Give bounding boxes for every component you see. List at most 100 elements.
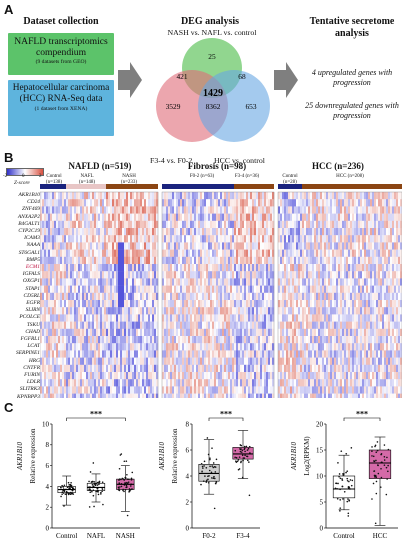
gene-label: CD5RL (23, 292, 40, 299)
group-color-bar (106, 184, 158, 189)
panel-a-letter: A (4, 2, 14, 17)
sub-control-hcc: Control (n=28) (282, 174, 298, 185)
venn-count-top-left: 421 (176, 72, 187, 81)
nafld-compendium-title: NAFLD transcriptomics compendium (14, 36, 108, 58)
plot2-gene-label: AKR1B10 (158, 442, 166, 470)
x-tick-label: F0-2 (202, 532, 216, 540)
gene-label: SLITRK3 (19, 386, 40, 393)
y-tick-label: 0 (320, 524, 324, 532)
gene-label: BMP5 (26, 256, 40, 263)
significance-bracket (208, 417, 244, 421)
plot3-gene-label: AKR1B10 (290, 442, 298, 470)
gene-label: KPNBPP3 (16, 393, 40, 400)
boxplot-fibrosis: 0 2 4 6 8 F0-2 F3-4 *** (186, 410, 260, 540)
gene-label: ZNF469 (22, 206, 40, 213)
plot3-ylabel: Log2(RPKM) (303, 436, 311, 476)
gene-label: ANXA2P2 (17, 213, 40, 220)
venn-count-top-right: 68 (238, 72, 246, 81)
sub-nafl: NAFL (n=148) (78, 174, 96, 185)
group-color-bar (302, 184, 402, 189)
gene-label: SLIRN (25, 307, 40, 314)
gene-label: ECM1 (25, 264, 40, 271)
gene-label: ST6GAL1 (18, 249, 40, 256)
box-nash (116, 453, 135, 517)
gene-label: FGFRL1 (20, 336, 40, 343)
gene-label: HRG (28, 357, 40, 364)
venn-left-label: F3-4 vs. F0-2 (150, 156, 193, 165)
significance-label: *** (90, 410, 102, 419)
plot2-ylabel: Relative expression (171, 428, 179, 484)
heatmap-block (40, 184, 159, 398)
group-color-bar (162, 184, 234, 189)
group-color-bar (40, 184, 66, 189)
y-tick-label: 10 (316, 472, 324, 480)
sub-nash: NASH (n=233) (120, 174, 138, 185)
gene-label: SERPINE1 (16, 350, 40, 357)
box-control (57, 475, 76, 507)
gene-label: LDLR (26, 379, 40, 386)
significance-label: *** (220, 410, 232, 419)
x-tick-label: Control (56, 532, 77, 540)
venn-diagram: 25 421 68 1429 3529 8362 653 (156, 38, 270, 142)
panel-b-letter: B (4, 150, 14, 165)
venn-count-left-right: 8362 (206, 102, 221, 111)
boxplot-hcc: 0 5 10 15 20 Control HCC *** (316, 410, 398, 540)
venn-count-right-only: 653 (245, 102, 256, 111)
gene-label: PCOLCE (19, 314, 40, 321)
hcc-rnaseq-box: Hepatocellular carcinoma (HCC) RNA-Seq d… (8, 80, 114, 136)
zscore-tick-low: -2 (3, 174, 8, 179)
y-tick-label: 2 (46, 504, 50, 512)
x-tick-label: F3-4 (236, 532, 250, 540)
boxplot-nafld: 0 2 4 6 8 10 Control NAFL NASH *** (42, 410, 140, 540)
y-tick-label: 6 (46, 462, 50, 470)
y-tick-label: 0 (186, 524, 190, 532)
x-tick-label: HCC (373, 532, 388, 540)
gene-label: STAP1 (25, 285, 40, 292)
x-tick-label: NASH (116, 532, 135, 540)
significance-label: *** (356, 410, 368, 419)
panel-c-letter: C (4, 400, 14, 415)
heatmap-group-title-hcc: HCC (n=236) (312, 161, 364, 171)
zscore-legend-bar (6, 168, 44, 176)
gene-label-list: AKR1B10 CD24 ZNF469 ANXA2P2 B4GALT1 CYP2C19 IC… (2, 192, 40, 401)
group-color-bar (66, 184, 106, 189)
zscore-tick-mid: 0 (22, 174, 25, 179)
y-tick-label: 10 (42, 420, 50, 428)
box-f3-4 (232, 430, 254, 497)
gene-label: EGFR (26, 300, 40, 307)
heatmap-group-title-fibrosis: Fibrosis (n=98) (187, 161, 247, 171)
gene-label: CNTFR (23, 364, 40, 371)
box-nafl (86, 462, 106, 508)
dataset-collection-title: Dataset collection (23, 16, 99, 27)
y-tick-label: 0 (46, 524, 50, 532)
arrow-right-icon (118, 62, 142, 98)
gene-label: ICAM3 (24, 235, 40, 242)
nafld-compendium-sub: (9 datasets from GEO) (35, 59, 87, 65)
plot1-ylabel: Relative expression (29, 428, 37, 484)
venn-right-label: HCC vs. control (214, 156, 265, 165)
venn-count-left-only: 3529 (166, 102, 181, 111)
y-tick-label: 20 (316, 420, 324, 428)
plot1-gene-label: AKR1B10 (16, 442, 24, 470)
sub-control-nafld: Control (n=138) (45, 174, 63, 185)
venn-top-label: NASH vs. NAFL vs. control (167, 28, 257, 37)
group-color-bar (234, 184, 274, 189)
sub-f34: F3-4 (n=36) (234, 174, 260, 179)
significance-bracket (66, 417, 126, 421)
x-tick-label: Control (333, 532, 354, 540)
arrow-right-icon (274, 62, 298, 98)
gene-label: CD24 (27, 199, 40, 206)
result-upregulated: 4 upregulated genes with progression (311, 68, 393, 87)
gene-label: B4GALT1 (18, 220, 40, 227)
box-hcc (368, 436, 392, 526)
gene-label: CYP2C19 (18, 228, 40, 235)
zscore-tick-high: 2 (39, 174, 42, 179)
deg-analysis-title: DEG analysis (180, 16, 240, 27)
gene-label: NAAA (26, 242, 40, 249)
y-tick-label: 4 (186, 472, 190, 480)
y-tick-label: 8 (186, 420, 190, 428)
heatmap-block (277, 184, 402, 398)
y-tick-label: 5 (320, 498, 324, 506)
gene-label: CHAD (25, 328, 40, 335)
heatmap-group-title-nafld: NAFLD (n=519) (68, 161, 132, 171)
